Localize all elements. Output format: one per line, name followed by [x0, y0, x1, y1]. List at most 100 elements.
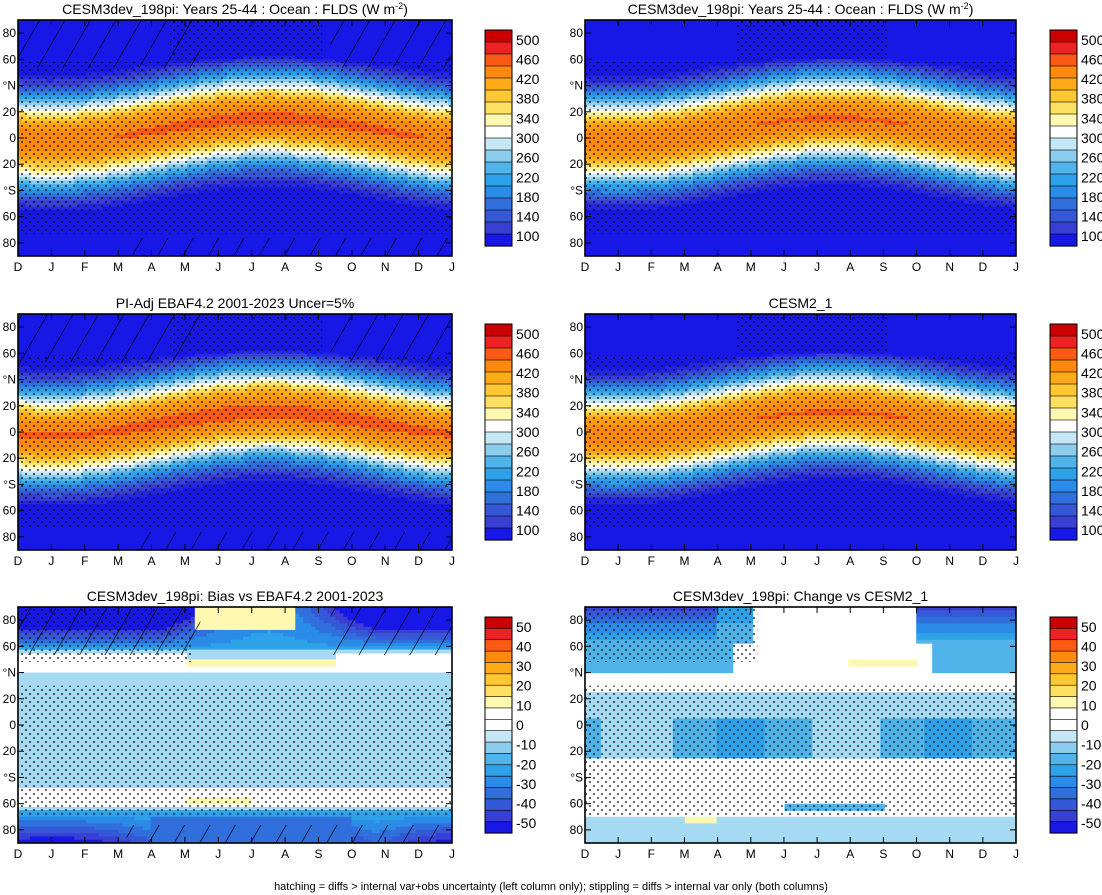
colorbar-swatch: [1049, 197, 1078, 211]
y-tick-label: 20: [3, 451, 17, 465]
x-tick-label: M: [180, 260, 190, 274]
colorbar-swatch: [1049, 383, 1078, 397]
colorbar-swatch: [1049, 161, 1078, 175]
colorbar-swatch: [1049, 137, 1078, 151]
colorbar-swatch: [484, 209, 513, 223]
colorbar-swatch: [484, 684, 513, 698]
colorbar-swatch: [484, 197, 513, 211]
colorbar-label: 260: [1081, 150, 1102, 166]
colorbar-swatch: [1049, 53, 1078, 67]
y-tick-label: °N: [3, 373, 16, 387]
colorbar-swatch: [1049, 89, 1078, 103]
x-tick-label: M: [746, 847, 756, 861]
colorbar-label: 220: [516, 169, 540, 185]
colorbar-label: 260: [516, 444, 540, 460]
colorbar-label: 100: [1081, 522, 1102, 538]
colorbar-label: 500: [516, 326, 540, 342]
colorbar-swatch: [484, 161, 513, 175]
colorbar-label: 420: [1081, 365, 1102, 381]
colorbar-swatch: [1049, 650, 1078, 664]
colorbar-swatch: [1049, 371, 1078, 385]
colorbar: 500 460 420 380 340 300 260 220 180 140 100: [484, 29, 540, 247]
colorbar-label: -50: [516, 815, 536, 831]
y-tick-label: 20: [570, 105, 584, 119]
panel-4: CESM2_1 80 60 °N 20 0 20 °S 60 80 D J F M A M J J A S O N D J 50…: [570, 295, 1102, 568]
colorbar-label: 300: [1081, 424, 1102, 440]
colorbar-swatch: [1049, 185, 1078, 199]
x-tick-label: A: [846, 260, 854, 274]
colorbar-label: 100: [1081, 228, 1102, 244]
y-tick-label: 60: [570, 797, 584, 811]
x-tick-label: M: [180, 847, 190, 861]
y-tick-label: 80: [3, 613, 17, 627]
y-tick-label: 60: [3, 639, 17, 653]
x-tick-label: J: [48, 554, 54, 568]
colorbar-swatch: [1049, 764, 1078, 777]
colorbar-label: 30: [516, 658, 532, 674]
colorbar: 50 40 30 20 10 0 -10 -20 -30 -40 -50: [1049, 616, 1101, 834]
y-tick-label: 60: [3, 52, 17, 66]
x-tick-label: J: [814, 847, 820, 861]
colorbar-swatch: [1049, 719, 1078, 732]
x-tick-label: S: [314, 554, 322, 568]
colorbar-swatch: [484, 696, 513, 709]
x-tick-label: M: [113, 260, 123, 274]
panel-3: PI-Adj EBAF4.2 2001-2023 Uncer=5% 80 60 °N 2…: [3, 295, 540, 568]
colorbar-swatch: [1049, 798, 1078, 811]
y-tick-label: 80: [3, 236, 17, 250]
y-tick-label: 20: [3, 157, 17, 171]
x-tick-label: S: [879, 260, 887, 274]
y-tick-label: 80: [570, 26, 584, 40]
colorbar-label: 380: [1081, 385, 1102, 401]
x-tick-label: J: [615, 554, 621, 568]
y-tick-label: 80: [3, 823, 17, 837]
y-tick-label: 0: [576, 131, 583, 145]
colorbar-label: 100: [516, 522, 540, 538]
colorbar: 500 460 420 380 340 300 260 220 180 140 100: [484, 323, 540, 541]
colorbar-swatch: [1049, 407, 1078, 421]
colorbar-swatch: [484, 764, 513, 777]
x-tick-label: S: [314, 847, 322, 861]
colorbar-swatch: [1049, 323, 1078, 337]
colorbar-swatch: [484, 383, 513, 397]
colorbar-swatch: [484, 821, 513, 834]
colorbar-swatch: [1049, 616, 1078, 629]
colorbar-swatch: [1049, 443, 1078, 457]
colorbar-swatch: [1049, 125, 1078, 139]
colorbar-swatch: [484, 515, 513, 529]
colorbar-swatch: [1049, 359, 1078, 373]
panel-2: CESM3dev_198pi: Years 25-44 : Ocean : FL…: [570, 1, 1102, 274]
x-tick-label: J: [215, 260, 221, 274]
x-tick-label: S: [879, 847, 887, 861]
colorbar-swatch: [484, 53, 513, 67]
x-tick-label: A: [148, 847, 156, 861]
x-tick-label: J: [1013, 554, 1019, 568]
colorbar-label: 140: [516, 503, 540, 519]
y-tick-label: 20: [570, 744, 584, 758]
colorbar-swatch: [1049, 77, 1078, 91]
x-tick-label: D: [414, 260, 423, 274]
colorbar-label: -30: [1081, 776, 1101, 792]
colorbar-label: -30: [516, 776, 536, 792]
x-tick-label: M: [679, 554, 689, 568]
x-tick-label: J: [1013, 260, 1019, 274]
colorbar-label: 220: [1081, 169, 1102, 185]
colorbar-label: -10: [516, 737, 536, 753]
colorbar-swatch: [1049, 527, 1078, 541]
colorbar-swatch: [1049, 696, 1078, 709]
x-tick-label: J: [249, 847, 255, 861]
x-tick-label: J: [781, 554, 787, 568]
colorbar-swatch: [1049, 233, 1078, 247]
x-tick-label: N: [381, 260, 390, 274]
y-tick-label: °N: [570, 79, 583, 93]
panel-title: CESM3dev_198pi: Change vs CESM2_1: [673, 588, 928, 604]
y-tick-label: °S: [570, 770, 583, 784]
stippling: [585, 20, 1016, 234]
y-tick-label: 0: [9, 131, 16, 145]
colorbar-swatch: [484, 527, 513, 541]
x-tick-label: F: [81, 260, 88, 274]
colorbar-label: 180: [516, 189, 540, 205]
colorbar-swatch: [484, 443, 513, 457]
colorbar-label: 40: [516, 638, 532, 654]
